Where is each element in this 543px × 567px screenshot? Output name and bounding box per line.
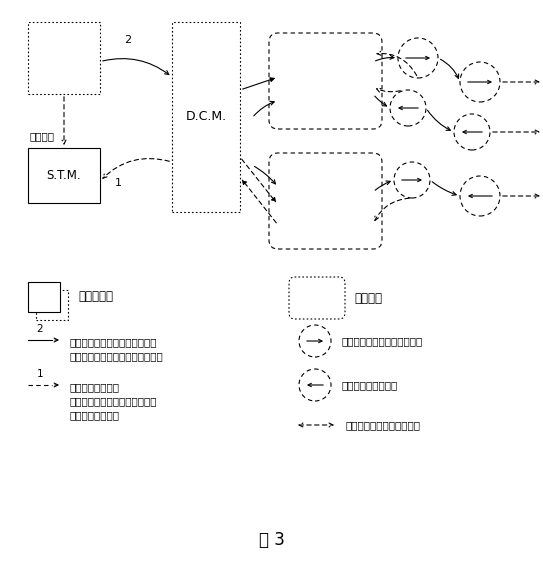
- Circle shape: [394, 162, 430, 198]
- Text: アクチュエータサブデバイスの: アクチュエータサブデバイスの: [70, 396, 157, 406]
- Circle shape: [390, 90, 426, 126]
- Text: 1: 1: [37, 369, 43, 379]
- Text: D.C.M.: D.C.M.: [186, 111, 226, 124]
- Text: 2: 2: [37, 324, 43, 334]
- FancyBboxPatch shape: [172, 22, 240, 212]
- FancyBboxPatch shape: [28, 22, 100, 94]
- Circle shape: [398, 38, 438, 78]
- Circle shape: [454, 114, 490, 150]
- Text: 2: 2: [124, 35, 131, 45]
- Circle shape: [460, 176, 500, 216]
- Text: 変更の正当性検証: 変更の正当性検証: [70, 410, 120, 420]
- Text: マスター／スレーブリンク: マスター／スレーブリンク: [345, 420, 420, 430]
- Text: 1: 1: [115, 178, 122, 188]
- Text: センササブデバイス: センササブデバイス: [341, 380, 397, 390]
- Circle shape: [460, 62, 500, 102]
- Circle shape: [299, 369, 331, 401]
- Circle shape: [299, 325, 331, 357]
- Text: デバイス: デバイス: [354, 291, 382, 304]
- Text: モジュール: モジュール: [78, 290, 113, 303]
- Text: アクチュエータサブデバイス: アクチュエータサブデバイス: [341, 336, 422, 346]
- Text: センサ値: センサ値: [29, 131, 54, 141]
- FancyBboxPatch shape: [28, 148, 100, 203]
- Text: S.T.M.: S.T.M.: [47, 169, 81, 182]
- FancyBboxPatch shape: [269, 33, 382, 129]
- FancyBboxPatch shape: [36, 290, 68, 320]
- Text: 図 3: 図 3: [258, 531, 285, 549]
- FancyBboxPatch shape: [269, 153, 382, 249]
- Text: ステータスを変更するリクエスト: ステータスを変更するリクエスト: [70, 351, 164, 361]
- FancyBboxPatch shape: [28, 282, 60, 312]
- Text: アクチュエータサブデバイスの: アクチュエータサブデバイスの: [70, 337, 157, 347]
- Text: センサの更新及び: センサの更新及び: [70, 382, 120, 392]
- FancyBboxPatch shape: [289, 277, 345, 319]
